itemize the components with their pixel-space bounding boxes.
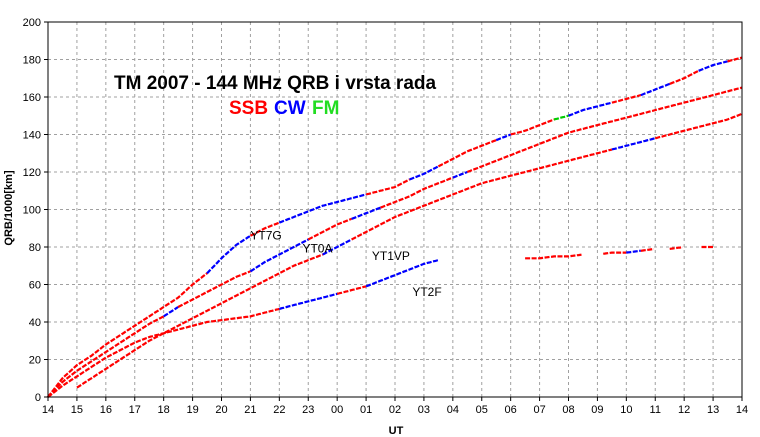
x-tick-label: 23 [302, 404, 314, 416]
x-tick-label: 21 [244, 404, 256, 416]
series-segment-cw [495, 133, 512, 142]
series-segment-ssb [437, 139, 497, 168]
x-tick-label: 07 [533, 404, 545, 416]
series-segment-cw [409, 165, 439, 181]
x-tick-label: 00 [331, 404, 343, 416]
x-tick-label: 16 [100, 404, 112, 416]
series-segment-cw [206, 234, 251, 275]
series-segment-ssb [47, 272, 208, 398]
x-tick-label: 03 [418, 404, 430, 416]
series-segment-cw [351, 206, 381, 220]
series-yt7g [47, 56, 743, 398]
x-tick-label: 10 [620, 404, 632, 416]
series-segment-ssb [654, 112, 743, 140]
x-tick-label: 06 [505, 404, 517, 416]
series-segment-ssb [603, 251, 627, 255]
series-segment-ssb [76, 253, 324, 389]
series-segment-cw [322, 238, 353, 256]
x-tick-label: 05 [476, 404, 488, 416]
series-segment-cw [278, 193, 367, 224]
y-tick-label: 200 [23, 17, 41, 29]
series-segment-ssb [47, 307, 280, 398]
y-tick-label: 60 [29, 280, 41, 292]
chart-title: TM 2007 - 144 MHz QRB i vrsta rada [114, 73, 436, 94]
x-tick-label: 12 [678, 404, 690, 416]
series-segment-ssb [611, 94, 642, 104]
series-segment-ssb [525, 253, 582, 260]
x-tick-label: 19 [186, 404, 198, 416]
y-tick-label: 120 [23, 167, 41, 179]
series-segment-ssb [47, 315, 165, 398]
series-segment-cw [249, 238, 309, 273]
x-tick-label: 15 [71, 404, 83, 416]
series-segment-cw [365, 259, 439, 288]
series-segment-ssb [249, 221, 280, 237]
series-yt1vp [76, 112, 743, 389]
x-tick-label: 08 [562, 404, 574, 416]
y-tick-label: 80 [29, 242, 41, 254]
series-segment-ssb [307, 217, 352, 241]
legend-fm: FM [312, 98, 339, 119]
series-segment-ssb [669, 69, 700, 85]
y-axis-title: QRB/1000[km] [3, 170, 15, 246]
station-label-yt1vp: YT1VP [372, 249, 410, 263]
x-tick-label: 20 [215, 404, 227, 416]
series-yt2f [47, 259, 439, 398]
station-label-yt7g: YT7G [250, 229, 281, 243]
series-segment-ssb [466, 86, 743, 174]
y-tick-label: 180 [23, 55, 41, 67]
y-tick-label: 140 [23, 130, 41, 142]
x-tick-label: 09 [591, 404, 603, 416]
x-tick-label: 01 [360, 404, 372, 416]
y-tick-label: 100 [23, 205, 41, 217]
series-segment-cw [640, 82, 671, 97]
series-segment-cw [452, 170, 468, 179]
series-segment-ssb [510, 118, 555, 136]
x-tick-label: 04 [447, 404, 459, 416]
x-tick-label: 17 [129, 404, 141, 416]
legend-cw: CW [274, 98, 306, 119]
x-axis-title: UT [389, 425, 404, 437]
series-layer [47, 56, 743, 398]
station-label-yt0a: YT0A [302, 242, 332, 256]
series-segment-ssb [177, 270, 251, 308]
x-tick-label: 22 [273, 404, 285, 416]
station-labels: YT7G YT0A YT1VP YT2F [250, 229, 441, 299]
x-tick-label: 18 [158, 404, 170, 416]
series-segment-cw [626, 249, 641, 254]
series-segment-fm [553, 114, 569, 121]
series-segment-cw [698, 60, 728, 72]
y-tick-label: 40 [29, 317, 41, 329]
series-segment-ssb [351, 148, 613, 241]
x-tick-label: 11 [650, 404, 661, 416]
series-segment-ssb [336, 285, 367, 295]
legend-ssb: SSB [229, 98, 268, 119]
series-segment-ssb [365, 178, 410, 196]
series-segment-cw [568, 101, 613, 117]
series-segment-cw [279, 292, 338, 310]
series-segment-ssb [669, 246, 683, 250]
series-unnamed-4 [525, 245, 714, 260]
x-tick-label: 13 [707, 404, 719, 416]
x-tick-label: 14 [42, 404, 54, 416]
series-segment-ssb [640, 248, 654, 252]
x-tick-label: 14 [736, 404, 748, 416]
series-segment-cw [163, 306, 179, 318]
y-tick-label: 160 [23, 92, 41, 104]
y-tick-label: 0 [35, 392, 41, 404]
grid-lines [48, 22, 742, 397]
series-segment-cw [611, 137, 656, 151]
series-segment-ssb [727, 56, 743, 63]
x-tick-label: 02 [389, 404, 401, 416]
y-tick-label: 20 [29, 355, 41, 367]
series-segment-ssb [380, 176, 454, 209]
station-label-yt2f: YT2F [412, 285, 441, 299]
series-yt0a [47, 86, 743, 398]
